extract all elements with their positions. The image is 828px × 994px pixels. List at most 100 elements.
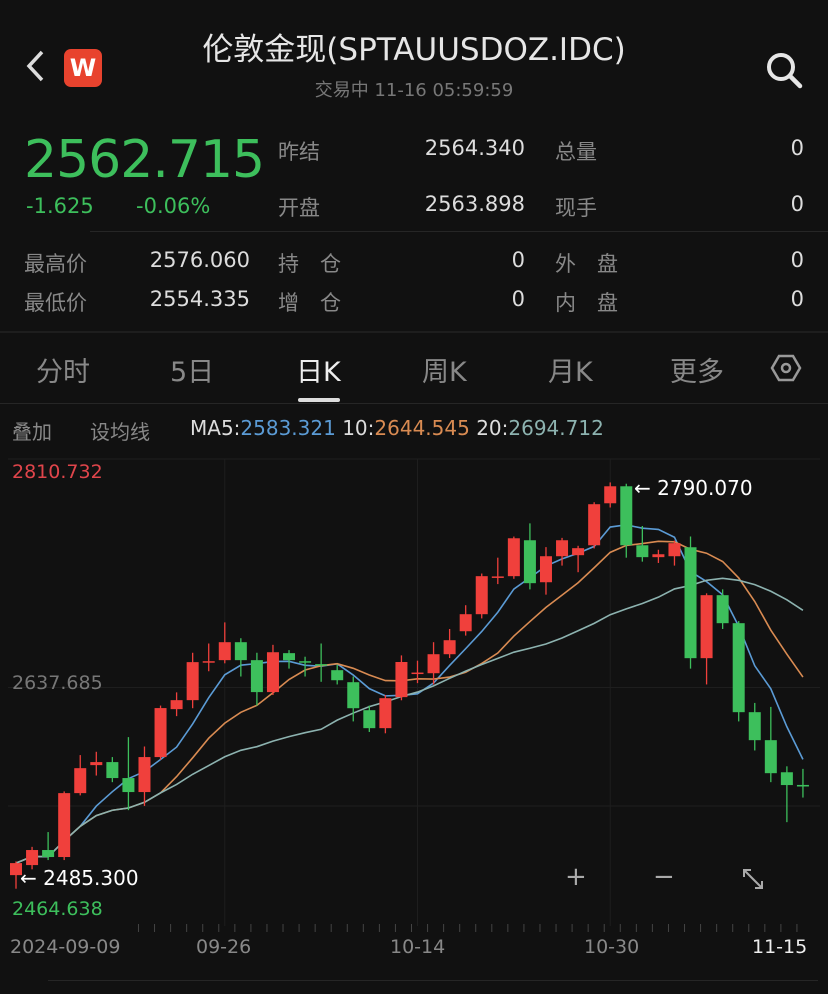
- candle-body: [572, 548, 585, 556]
- candle-body: [10, 863, 22, 876]
- candle-body: [411, 672, 424, 675]
- divider: [0, 331, 828, 333]
- search-icon: [767, 53, 803, 89]
- field-value: 2576.060: [149, 248, 250, 272]
- tab-daily-k[interactable]: 日K: [296, 357, 341, 388]
- candle-body: [106, 762, 119, 779]
- field-value: 2564.340: [424, 136, 525, 160]
- ma20-label: 20:: [476, 416, 509, 440]
- field-value: 0: [511, 287, 525, 311]
- tab-more[interactable]: 更多: [670, 357, 724, 388]
- candle-body: [764, 740, 777, 774]
- x-axis-label: 10-30: [584, 936, 640, 958]
- ma5-label: MA5:: [190, 416, 241, 440]
- candle-body: [427, 654, 440, 674]
- page-title: 伦敦金现(SPTAUUSDOZ.IDC): [202, 32, 626, 68]
- candle-body: [700, 595, 713, 659]
- y-axis-max-label: 2810.732: [12, 461, 103, 483]
- candle-body: [684, 547, 697, 659]
- candle-body: [716, 595, 729, 624]
- field-value: 0: [790, 248, 804, 272]
- candle-body: [475, 576, 488, 615]
- app-logo: W: [64, 49, 102, 87]
- candle-body: [170, 700, 183, 710]
- field-label: 现手: [555, 196, 597, 220]
- expand-icon: [743, 869, 763, 889]
- field-label: 外 盘: [555, 252, 618, 276]
- field-value: 2554.335: [149, 287, 250, 311]
- tab-monthly-k[interactable]: 月K: [548, 357, 593, 388]
- candle-body: [122, 778, 135, 793]
- settings-hexagon-icon: [770, 354, 802, 382]
- field-value: 0: [790, 136, 804, 160]
- field-label: 总量: [555, 140, 597, 164]
- candle-body: [556, 540, 569, 557]
- candle-body: [58, 793, 71, 858]
- search-button[interactable]: [764, 50, 804, 94]
- tab-weekly-k[interactable]: 周K: [422, 357, 467, 388]
- field-value: 2563.898: [424, 192, 525, 216]
- candle-body: [604, 486, 617, 504]
- candle-body: [250, 660, 263, 693]
- candle-body: [315, 664, 328, 666]
- candle-body: [331, 670, 344, 681]
- candle-body: [347, 682, 360, 709]
- candle-body: [652, 554, 665, 558]
- y-axis-min-label: 2464.638: [12, 898, 103, 920]
- candle-body: [668, 543, 681, 557]
- zoom-out-button[interactable]: −: [653, 862, 675, 892]
- candle-body: [363, 710, 376, 729]
- overlay-button[interactable]: 叠加: [12, 420, 52, 444]
- field-value: 0: [511, 248, 525, 272]
- tab-intraday[interactable]: 分时: [36, 357, 90, 388]
- ma10-value: 2644.545: [374, 416, 470, 440]
- ma20-value: 2694.712: [508, 416, 604, 440]
- divider: [90, 231, 828, 232]
- ma-legend: MA5:2583.321 10:2644.545 20:2694.712: [190, 416, 604, 440]
- candle-body: [299, 661, 312, 663]
- candle-body: [283, 653, 296, 661]
- x-axis-label: 10-14: [390, 936, 446, 958]
- candle-body: [636, 545, 649, 558]
- active-tab-indicator: [298, 398, 340, 402]
- ma10-label: 10:: [342, 416, 375, 440]
- candle-body: [26, 850, 39, 866]
- ma5-value: 2583.321: [240, 416, 336, 440]
- candle-body: [523, 540, 536, 584]
- candle-body: [491, 576, 504, 578]
- field-label: 最低价: [24, 291, 87, 315]
- candle-body: [266, 652, 279, 693]
- candle-body: [138, 757, 151, 793]
- candle-body: [202, 661, 215, 663]
- x-axis-label: 2024-09-09: [10, 936, 121, 958]
- last-price: 2562.715: [24, 130, 265, 190]
- candle-body: [796, 784, 809, 787]
- max-price-annotation: ← 2790.070: [634, 476, 753, 500]
- candle-body: [780, 772, 793, 786]
- candle-body: [539, 556, 552, 583]
- zoom-in-button[interactable]: +: [565, 862, 587, 892]
- candle-body: [732, 623, 745, 713]
- candle-body: [620, 486, 633, 546]
- min-price-value: 2485.300: [43, 866, 139, 890]
- fullscreen-button[interactable]: [740, 866, 766, 896]
- x-axis-label: 09-26: [196, 936, 252, 958]
- min-price-annotation: ← 2485.300: [20, 866, 139, 890]
- set-ma-button[interactable]: 设均线: [90, 420, 150, 444]
- back-button[interactable]: [24, 48, 48, 84]
- candle-body: [395, 661, 408, 698]
- ma20-line: [15, 577, 804, 864]
- field-value: 0: [790, 287, 804, 311]
- field-label: 持 仓: [278, 252, 341, 276]
- price-change: -1.625: [26, 194, 94, 218]
- field-label: 增 仓: [278, 291, 341, 315]
- field-label: 开盘: [278, 196, 320, 220]
- tab-5day[interactable]: 5日: [170, 357, 215, 388]
- price-change-pct: -0.06%: [136, 194, 211, 218]
- candle-body: [42, 850, 55, 858]
- candle-body: [443, 640, 456, 655]
- candle-body: [379, 698, 392, 729]
- chart-settings-button[interactable]: [770, 352, 802, 388]
- candle-body: [588, 504, 601, 546]
